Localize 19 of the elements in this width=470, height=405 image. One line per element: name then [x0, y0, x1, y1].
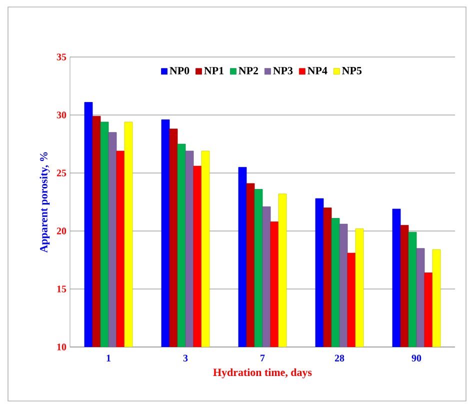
y-tick-label: 10 [57, 344, 66, 350]
y-tick-label: 25 [56, 170, 66, 176]
x-axis-title: Hydration time, days [213, 368, 312, 378]
x-tick-label: 7 [260, 354, 265, 362]
legend-label: NP0 [170, 66, 190, 74]
legend-label: NP1 [204, 67, 224, 74]
x-tick-label: 3 [183, 354, 188, 362]
legend-label: NP2 [238, 67, 258, 74]
x-tick-label: 1 [106, 354, 110, 362]
legend-label: NP3 [273, 67, 293, 74]
x-tick-label: 28 [334, 354, 344, 362]
y-tick-label: 35 [56, 54, 66, 60]
y-axis-title: Apparent porosity, % [40, 152, 50, 253]
y-tick-label: 30 [56, 112, 66, 118]
y-tick-label: 15 [57, 286, 66, 292]
y-tick-label: 20 [56, 228, 66, 234]
legend-label: NP4 [308, 67, 328, 74]
legend-label: NP5 [342, 67, 362, 74]
x-tick-label: 90 [412, 354, 422, 362]
